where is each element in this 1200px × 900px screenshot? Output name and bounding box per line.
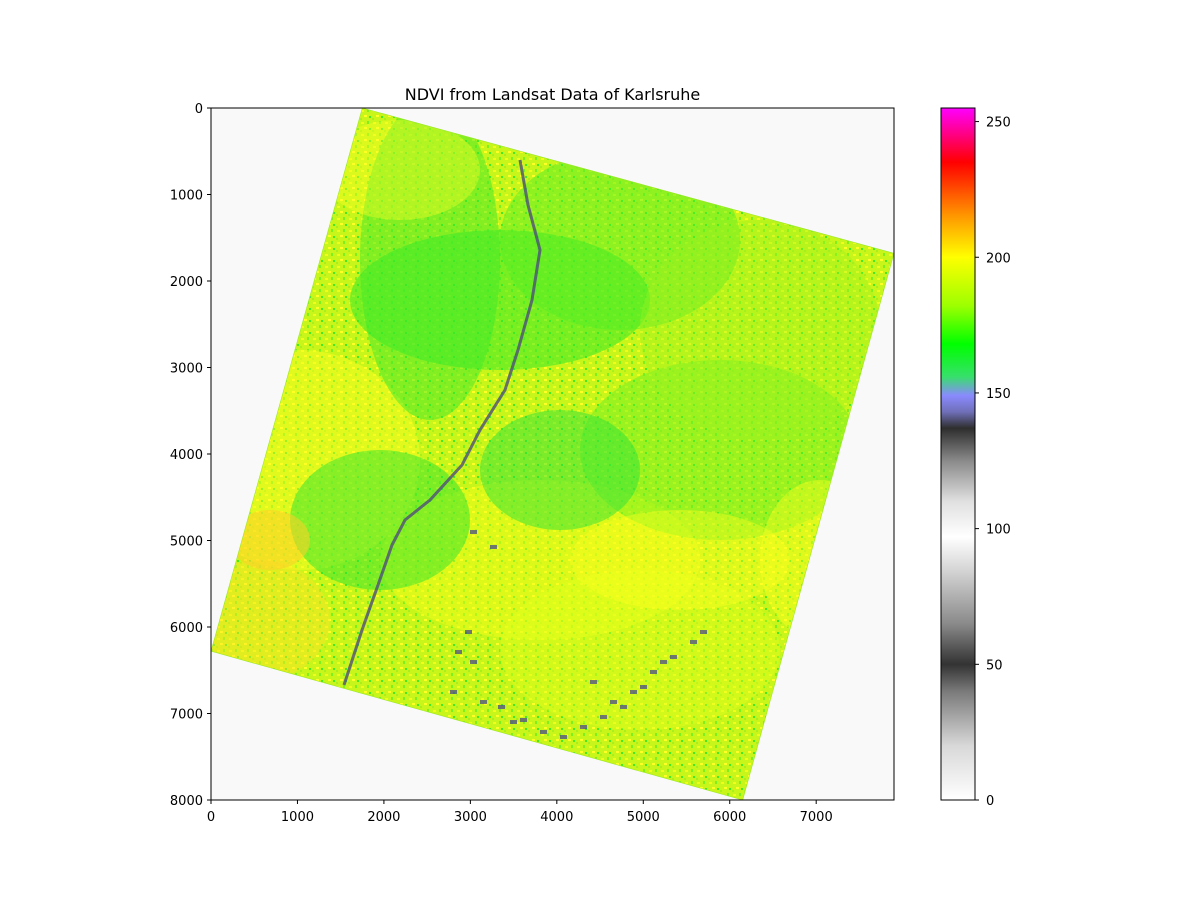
x-tick-label: 6000 bbox=[713, 810, 746, 825]
raster-region bbox=[480, 410, 640, 530]
raster-region bbox=[580, 360, 860, 540]
raster-dark-patch bbox=[620, 705, 627, 709]
colorbar: 0 50 100 150 200 250 bbox=[940, 107, 1011, 809]
raster-dark-patch bbox=[590, 680, 597, 684]
raster-dark-patch bbox=[455, 650, 462, 654]
raster-region bbox=[290, 450, 470, 590]
raster-region bbox=[230, 510, 310, 570]
x-axis: 0 1000 2000 3000 4000 5000 6000 7000 bbox=[207, 800, 833, 825]
raster-dark-patch bbox=[520, 718, 527, 722]
y-tick-label: 0 bbox=[195, 102, 203, 117]
colorbar-tick-label: 50 bbox=[986, 658, 1003, 673]
y-tick-label: 5000 bbox=[170, 535, 203, 550]
raster-dark-patch bbox=[690, 640, 697, 644]
raster-dark-patch bbox=[650, 670, 657, 674]
raster-region bbox=[320, 120, 480, 220]
raster-dark-patch bbox=[470, 530, 477, 534]
raster-region bbox=[500, 570, 780, 730]
raster-region bbox=[640, 220, 880, 440]
colorbar-tick-label: 0 bbox=[986, 794, 994, 809]
x-tick-label: 2000 bbox=[367, 810, 400, 825]
y-tick-label: 3000 bbox=[170, 362, 203, 377]
y-tick-label: 2000 bbox=[170, 275, 203, 290]
raster-dark-patch bbox=[540, 730, 547, 734]
raster-dark-patch bbox=[480, 700, 487, 704]
raster-dark-patch bbox=[470, 660, 477, 664]
raster-dark-patch bbox=[660, 660, 667, 664]
raster-dark-patch bbox=[580, 725, 587, 729]
y-tick-label: 1000 bbox=[170, 189, 203, 204]
y-tick-label: 4000 bbox=[170, 448, 203, 463]
raster-region bbox=[360, 108, 500, 420]
x-tick-label: 3000 bbox=[454, 810, 487, 825]
raster-dark-patch bbox=[640, 685, 647, 689]
colorbar-tick-label: 250 bbox=[986, 116, 1011, 131]
raster-dark-patch bbox=[498, 705, 505, 709]
raster-dark-patch bbox=[450, 690, 457, 694]
colorbar-gradient bbox=[940, 107, 976, 801]
x-tick-label: 4000 bbox=[540, 810, 573, 825]
plot-area bbox=[210, 107, 895, 801]
y-tick-label: 7000 bbox=[170, 708, 203, 723]
y-axis: 0 1000 2000 3000 4000 5000 6000 7000 8000 bbox=[170, 102, 211, 809]
colorbar-axis: 0 50 100 150 200 250 bbox=[975, 116, 1011, 809]
x-tick-label: 5000 bbox=[627, 810, 660, 825]
x-tick-label: 7000 bbox=[800, 810, 833, 825]
x-tick-label: 0 bbox=[207, 810, 215, 825]
y-tick-label: 6000 bbox=[170, 621, 203, 636]
y-tick-label: 8000 bbox=[170, 794, 203, 809]
raster-dark-patch bbox=[600, 715, 607, 719]
colorbar-tick-label: 100 bbox=[986, 523, 1011, 538]
colorbar-tick-label: 200 bbox=[986, 251, 1011, 266]
raster-river bbox=[342, 159, 542, 686]
raster-dark-patch bbox=[465, 630, 472, 634]
raster-dark-patch bbox=[560, 735, 567, 739]
raster-dark-patch bbox=[670, 655, 677, 659]
chart-title: NDVI from Landsat Data of Karlsruhe bbox=[405, 85, 700, 104]
ndvi-raster bbox=[211, 108, 894, 800]
colorbar-tick-label: 150 bbox=[986, 387, 1011, 402]
raster-dark-patch bbox=[610, 700, 617, 704]
raster-dark-patch bbox=[490, 545, 497, 549]
raster-dark-patch bbox=[700, 630, 707, 634]
x-tick-label: 1000 bbox=[281, 810, 314, 825]
raster-dark-patch bbox=[630, 690, 637, 694]
raster-dark-patch bbox=[510, 720, 517, 724]
raster-region bbox=[570, 510, 790, 610]
